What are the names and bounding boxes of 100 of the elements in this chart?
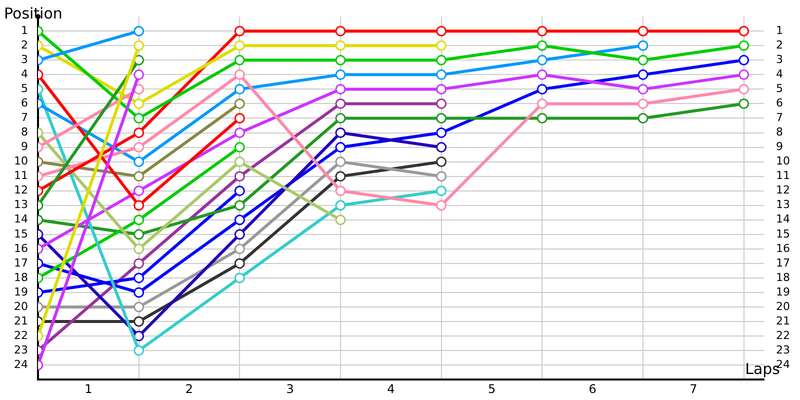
- point: [436, 200, 447, 211]
- y2-tick-label: 16: [776, 242, 790, 255]
- y-tick-label: 2: [20, 38, 28, 52]
- point: [436, 26, 447, 36]
- point: [335, 128, 346, 138]
- point: [335, 40, 346, 51]
- y-tick-label: 16: [14, 242, 28, 255]
- point: [234, 171, 245, 182]
- y2-tick-label: 10: [776, 154, 790, 168]
- point: [335, 69, 346, 80]
- point: [134, 200, 144, 211]
- point: [638, 26, 648, 36]
- point: [234, 98, 245, 109]
- y-tick-label: 14: [14, 212, 28, 226]
- point: [134, 186, 144, 196]
- y-tick-label: 1: [20, 24, 28, 37]
- y-tick-label: 11: [14, 169, 28, 182]
- point: [638, 54, 648, 66]
- point: [436, 142, 447, 153]
- y2-tick-label: 11: [776, 169, 790, 182]
- point: [335, 112, 346, 124]
- point: [738, 54, 750, 66]
- point: [134, 98, 144, 109]
- y2-tick-label: 15: [776, 227, 790, 240]
- y-axis-title: Position: [4, 4, 62, 22]
- y-tick-label: 7: [20, 111, 28, 124]
- point: [335, 214, 346, 226]
- point: [134, 156, 144, 168]
- point: [638, 84, 648, 94]
- y-tick-label: 22: [14, 328, 28, 342]
- point: [234, 200, 245, 211]
- y-tick-label: 4: [20, 68, 28, 81]
- y-tick-label: 9: [20, 140, 28, 154]
- x-tick-label: 4: [387, 382, 395, 396]
- y-tick-label: 20: [14, 300, 28, 313]
- y-tick-label: 18: [14, 270, 28, 284]
- y2-tick-label: 17: [776, 256, 790, 270]
- point: [234, 40, 245, 51]
- x-tick-label: 6: [588, 382, 596, 396]
- y-tick-label: 8: [20, 126, 28, 139]
- point: [134, 272, 144, 284]
- point: [134, 287, 144, 298]
- point: [738, 84, 750, 94]
- y-tick-label: 10: [14, 154, 28, 168]
- point: [335, 171, 346, 182]
- y2-tick-label: 8: [776, 126, 784, 139]
- point: [638, 69, 648, 80]
- point: [134, 229, 144, 240]
- x-tick-label: 5: [488, 382, 496, 396]
- y-tick-label: 23: [14, 343, 28, 356]
- y-tick-label: 3: [20, 53, 28, 66]
- point: [536, 26, 548, 36]
- point: [738, 69, 750, 80]
- y-tick-label: 6: [20, 96, 28, 110]
- point: [738, 26, 750, 36]
- point: [536, 98, 548, 109]
- y-tick-label: 19: [14, 285, 28, 298]
- x-tick-label: 1: [84, 382, 92, 396]
- point: [134, 258, 144, 269]
- point: [134, 171, 144, 182]
- point: [436, 156, 447, 168]
- point: [536, 84, 548, 94]
- point: [436, 128, 447, 138]
- y2-tick-label: 2: [776, 38, 784, 52]
- y2-tick-label: 20: [776, 300, 790, 313]
- point: [436, 40, 447, 51]
- point: [234, 128, 245, 138]
- y-tick-label: 24: [14, 358, 28, 371]
- point: [234, 84, 245, 94]
- x-tick-label: 2: [185, 382, 194, 396]
- point: [335, 156, 346, 168]
- y-tick-label: 17: [14, 256, 28, 270]
- point: [134, 128, 144, 138]
- point: [638, 98, 648, 109]
- point: [234, 142, 245, 153]
- y2-tick-label: 14: [776, 212, 790, 226]
- y-tick-label: 15: [14, 227, 28, 240]
- point: [436, 84, 447, 94]
- point: [234, 54, 245, 66]
- y2-tick-label: 4: [776, 68, 784, 81]
- y2-tick-label: 9: [776, 140, 784, 154]
- y2-tick-label: 21: [776, 314, 790, 328]
- point: [638, 40, 648, 51]
- point: [234, 186, 245, 196]
- point: [234, 229, 245, 240]
- point: [134, 244, 144, 254]
- y2-tick-label: 12: [776, 184, 790, 197]
- point: [436, 98, 447, 109]
- y2-tick-label: 6: [776, 96, 784, 110]
- point: [436, 69, 447, 80]
- y2-tick-label: 3: [776, 53, 784, 66]
- point: [436, 54, 447, 66]
- y2-tick-label: 19: [776, 285, 790, 298]
- point: [134, 316, 144, 327]
- point: [335, 84, 346, 94]
- y2-tick-label: 18: [776, 270, 790, 284]
- point: [134, 112, 144, 124]
- point: [134, 214, 144, 226]
- point: [134, 142, 144, 153]
- point: [638, 112, 648, 124]
